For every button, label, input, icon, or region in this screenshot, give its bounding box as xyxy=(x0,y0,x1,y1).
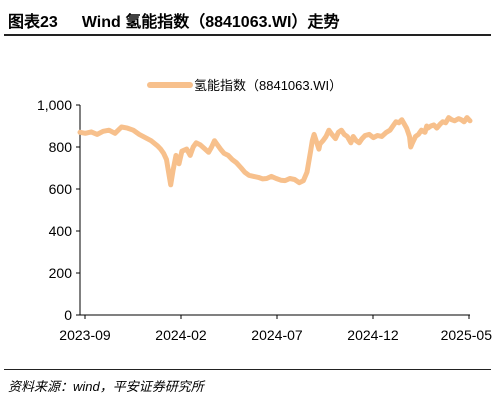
x-tick-label: 2024-07 xyxy=(251,327,303,343)
x-tick-label: 2025-05 xyxy=(441,327,493,343)
series-line-hydrogen-index xyxy=(77,115,473,188)
legend-label: 氢能指数（8841063.WI） xyxy=(194,78,342,93)
y-axis-ticks: 0 200 400 600 800 1,000 xyxy=(37,97,80,323)
x-tick-label: 2023-09 xyxy=(59,327,111,343)
top-rule xyxy=(4,34,491,36)
figure-title: 图表23 Wind 氢能指数（8841063.WI）走势 xyxy=(8,8,340,32)
x-axis-ticks: 2023-09 2024-02 2024-07 2024-12 2025-05 xyxy=(59,315,492,343)
x-tick-label: 2024-12 xyxy=(347,327,399,343)
bottom-rule xyxy=(4,369,491,370)
figure-label: 图表23 xyxy=(8,14,58,31)
y-tick-label: 800 xyxy=(49,139,73,155)
y-tick-label: 1,000 xyxy=(37,97,72,113)
y-tick-label: 600 xyxy=(49,181,73,197)
legend: 氢能指数（8841063.WI） xyxy=(147,78,342,93)
y-tick-label: 0 xyxy=(64,307,72,323)
y-tick-label: 400 xyxy=(49,223,73,239)
y-tick-label: 200 xyxy=(49,265,73,281)
figure-title-text: Wind 氢能指数（8841063.WI）走势 xyxy=(81,14,340,31)
x-tick-label: 2024-02 xyxy=(155,327,207,343)
source-note: 资料来源：wind，平安证券研究所 xyxy=(8,379,204,394)
